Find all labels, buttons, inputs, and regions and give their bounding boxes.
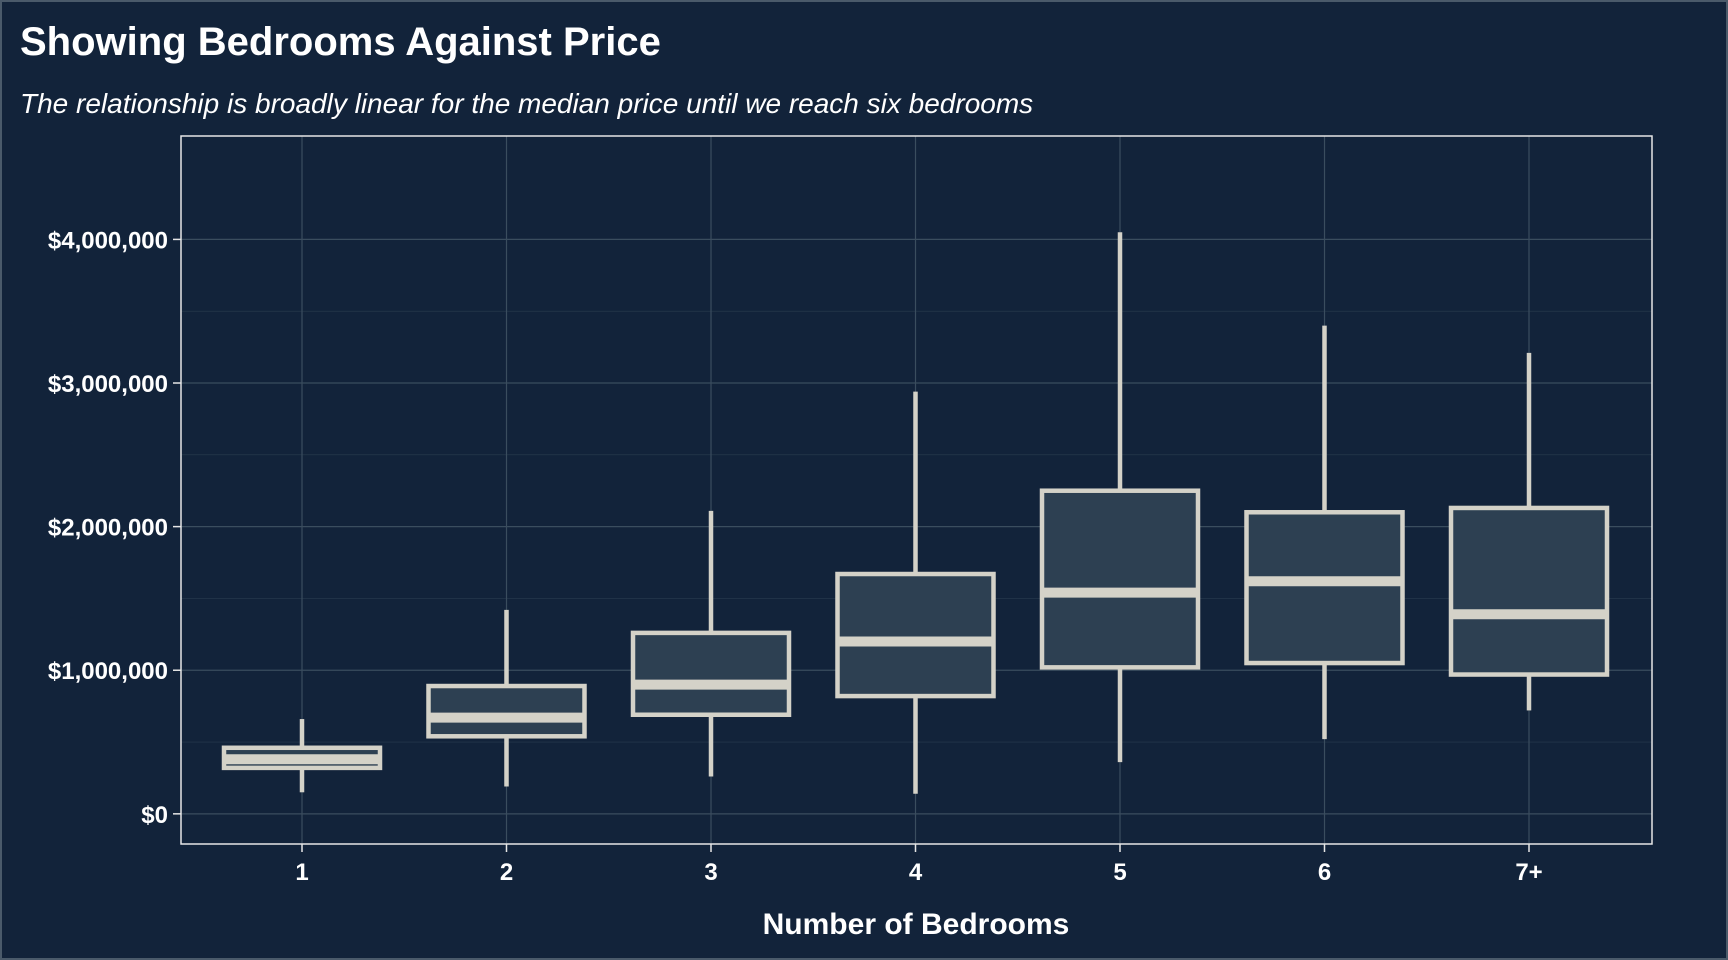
- y-tick-label: $1,000,000: [48, 658, 168, 685]
- chart-subtitle: The relationship is broadly linear for t…: [20, 88, 1034, 119]
- box-iqr: [1448, 505, 1610, 677]
- y-axis: $0 $1,000,000 $2,000,000 $3,000,000 $4,000,0…: [48, 227, 181, 829]
- x-tick-label: 6: [1318, 859, 1331, 886]
- x-axis: 1 2 3 4 5 6 7+: [295, 844, 1543, 886]
- y-tick-label: $4,000,000: [48, 227, 168, 254]
- x-tick-label: 4: [909, 859, 923, 886]
- y-tick-label: $3,000,000: [48, 371, 168, 398]
- x-tick-label: 3: [704, 859, 717, 886]
- box-3: [630, 510, 792, 777]
- box-series: [221, 232, 1610, 794]
- x-tick-label: 1: [295, 859, 308, 886]
- x-tick-label: 7+: [1515, 859, 1542, 886]
- box-1: [221, 719, 383, 793]
- box-iqr: [835, 571, 996, 699]
- plot-panel-border: [180, 135, 1653, 845]
- box-7+: [1448, 352, 1610, 711]
- x-tick-label: 2: [500, 859, 513, 886]
- box-2: [426, 609, 587, 787]
- y-tick-label: $2,000,000: [48, 515, 168, 542]
- x-axis-title: Number of Bedrooms: [763, 908, 1070, 941]
- chart-title: Showing Bedrooms Against Price: [20, 20, 661, 64]
- y-tick-label: $0: [141, 802, 168, 829]
- box-4: [835, 391, 996, 794]
- x-tick-label: 5: [1113, 859, 1126, 886]
- box-6: [1244, 325, 1405, 740]
- box-iqr: [1244, 510, 1405, 666]
- box-5: [1039, 232, 1201, 763]
- box-iqr: [1039, 488, 1201, 670]
- box-iqr: [426, 683, 587, 739]
- box-iqr: [630, 630, 792, 718]
